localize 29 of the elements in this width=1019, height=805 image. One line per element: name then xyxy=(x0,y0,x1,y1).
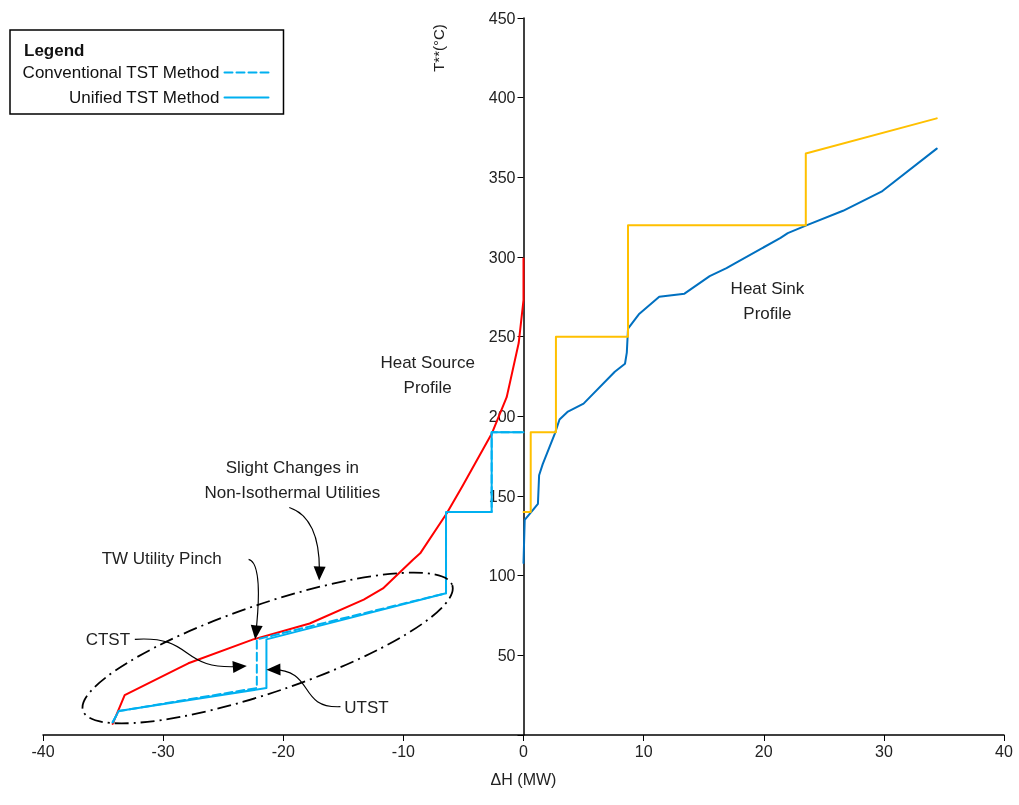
x-tick-label: -10 xyxy=(391,742,416,760)
legend-title: Legend xyxy=(24,41,85,60)
y-tick-label: 250 xyxy=(488,328,516,346)
x-tick-label: -20 xyxy=(271,742,295,760)
x-tick-label: 30 xyxy=(874,742,893,760)
x-axis-title: ΔH (MW) xyxy=(490,770,557,788)
x-tick-label: 10 xyxy=(634,742,653,760)
annotation: Slight Changes in Non-Isothermal Utilities xyxy=(204,458,381,503)
y-axis-title: T**(°C) xyxy=(430,24,447,72)
x-tick-label: 20 xyxy=(754,742,773,760)
y-tick-label: 350 xyxy=(488,168,516,186)
x-tick-label: -40 xyxy=(31,742,55,760)
annotation: UTST xyxy=(344,698,389,718)
annotation: Heat Sink Profile xyxy=(730,278,805,323)
y-tick-label: 50 xyxy=(497,646,516,664)
legend-label: Unified TST Method xyxy=(68,88,220,107)
y-tick-label: 300 xyxy=(488,248,516,266)
annotation: Heat Source Profile xyxy=(380,353,475,398)
x-tick-label: -30 xyxy=(151,742,175,760)
y-tick-label: 100 xyxy=(488,567,516,585)
legend-label: Conventional TST Method xyxy=(22,63,220,82)
line-series xyxy=(522,147,938,564)
y-tick-label: 450 xyxy=(488,9,516,27)
x-tick-label: 0 xyxy=(519,742,529,760)
y-tick-label: 400 xyxy=(488,89,516,107)
annotation: CTST xyxy=(85,629,131,649)
line-series xyxy=(522,117,938,513)
annotation: TW Utility Pinch xyxy=(101,548,222,568)
x-tick-label: 40 xyxy=(995,742,1013,760)
